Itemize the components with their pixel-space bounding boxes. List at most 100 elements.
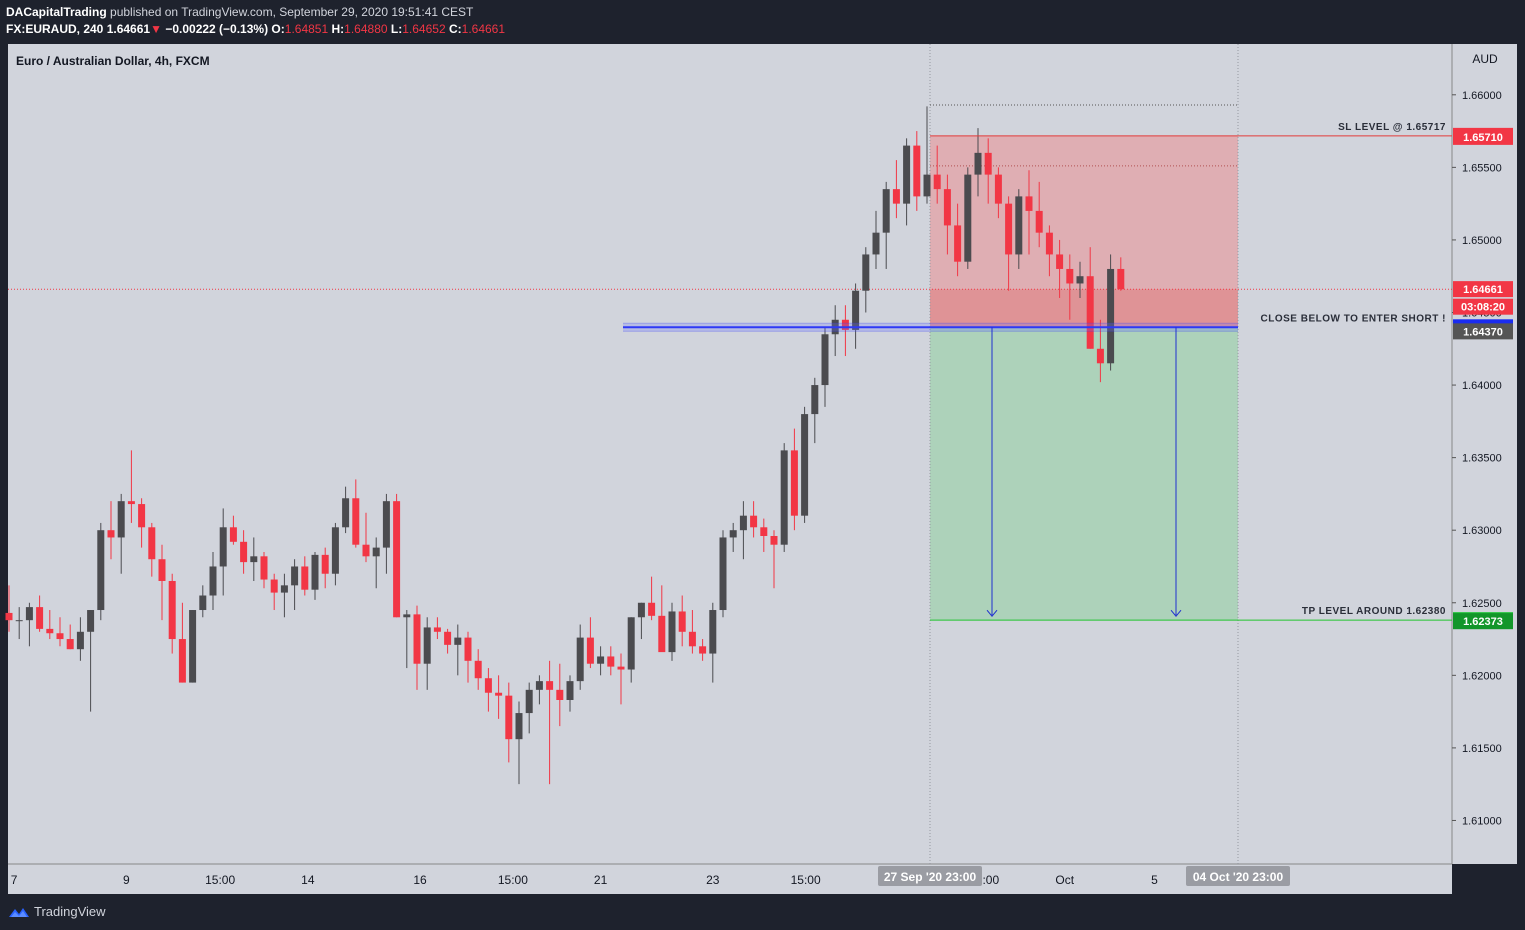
time-highlight-tag[interactable]: 27 Sep '20 23:00 [878, 866, 982, 886]
candle[interactable] [423, 627, 431, 664]
candle[interactable] [250, 556, 258, 563]
candle[interactable] [750, 515, 758, 528]
time-highlight-tag[interactable]: 04 Oct '20 23:00 [1186, 866, 1290, 886]
candle[interactable] [148, 527, 156, 560]
candle[interactable] [648, 602, 656, 616]
candle[interactable] [586, 637, 594, 664]
candle[interactable] [566, 681, 574, 700]
candle[interactable] [617, 666, 625, 670]
candle[interactable] [464, 637, 472, 661]
candle[interactable] [393, 501, 401, 618]
candle[interactable] [291, 566, 299, 586]
candle[interactable] [1025, 196, 1033, 211]
candle[interactable] [780, 450, 788, 545]
candle[interactable] [433, 627, 441, 632]
candle[interactable] [668, 611, 676, 653]
tradingview-logo-icon[interactable] [8, 904, 30, 920]
candle[interactable] [474, 660, 482, 679]
candle[interactable] [576, 637, 584, 682]
candle[interactable] [1076, 276, 1084, 284]
candle[interactable] [709, 610, 717, 654]
candle[interactable] [974, 152, 982, 175]
candle[interactable] [882, 189, 890, 233]
price-tag[interactable]: 1.64370 [1453, 323, 1513, 340]
candle[interactable] [923, 174, 931, 197]
candle[interactable] [597, 656, 605, 664]
candle[interactable] [342, 498, 350, 528]
candle[interactable] [444, 631, 452, 645]
candle[interactable] [46, 628, 54, 634]
take-profit-zone[interactable] [930, 327, 1238, 621]
candle[interactable] [954, 225, 962, 262]
candle[interactable] [546, 681, 554, 690]
candle[interactable] [209, 566, 217, 596]
candle[interactable] [729, 530, 737, 538]
candle[interactable] [240, 541, 248, 563]
price-axis[interactable] [1452, 44, 1517, 864]
candle[interactable] [760, 527, 768, 536]
candle[interactable] [627, 617, 635, 670]
candle[interactable] [852, 290, 860, 330]
candle[interactable] [372, 547, 380, 557]
candle[interactable] [1086, 276, 1094, 349]
candle[interactable] [658, 615, 666, 653]
candle[interactable] [25, 607, 33, 621]
candle[interactable] [984, 152, 992, 175]
candle[interactable] [841, 319, 849, 330]
author-name[interactable]: DACapitalTrading [6, 5, 107, 19]
candle[interactable] [862, 254, 870, 291]
candle[interactable] [56, 633, 64, 640]
candle[interactable] [790, 450, 798, 516]
candle[interactable] [260, 556, 268, 580]
candle[interactable] [943, 189, 951, 226]
candle[interactable] [229, 527, 237, 542]
candle[interactable] [158, 559, 166, 581]
candle[interactable] [321, 554, 329, 574]
candle[interactable] [382, 501, 390, 548]
candle[interactable] [964, 174, 972, 262]
candle[interactable] [1056, 254, 1064, 269]
candle[interactable] [688, 631, 696, 647]
candle[interactable] [270, 579, 278, 593]
tradingview-brand[interactable]: TradingView [34, 904, 106, 919]
candle[interactable] [219, 527, 227, 567]
candle[interactable] [872, 232, 880, 255]
candle[interactable] [535, 681, 543, 690]
candle[interactable] [556, 689, 564, 700]
candle[interactable] [66, 639, 74, 650]
candle[interactable] [699, 646, 707, 654]
candle[interactable] [1117, 268, 1125, 290]
candle[interactable] [1066, 268, 1074, 284]
candle[interactable] [311, 554, 319, 590]
candle[interactable] [138, 504, 146, 528]
candle[interactable] [352, 498, 360, 545]
candle[interactable] [87, 610, 95, 632]
price-tag[interactable]: 1.62373 [1453, 613, 1513, 630]
candle[interactable] [1035, 210, 1043, 233]
candle[interactable] [199, 595, 207, 611]
candle[interactable] [1015, 196, 1023, 255]
candle[interactable] [1096, 348, 1104, 364]
candle[interactable] [495, 692, 503, 696]
candle[interactable] [15, 620, 23, 622]
price-tag[interactable]: 1.64661 [1453, 281, 1513, 298]
candle[interactable] [413, 614, 421, 664]
candle[interactable] [454, 637, 462, 645]
candle[interactable] [76, 631, 84, 650]
candle[interactable] [189, 610, 197, 683]
candle[interactable] [331, 527, 339, 574]
candle[interactable] [994, 174, 1002, 204]
candle[interactable] [178, 639, 186, 683]
price-tag[interactable]: 03:08:20 [1453, 298, 1513, 315]
candle[interactable] [484, 678, 492, 693]
candle[interactable] [892, 189, 900, 204]
candle[interactable] [525, 689, 533, 714]
candle[interactable] [117, 501, 125, 538]
candle[interactable] [719, 537, 727, 611]
price-tag[interactable]: 1.65710 [1453, 128, 1513, 145]
candle[interactable] [1107, 268, 1115, 364]
candle[interactable] [678, 611, 686, 632]
candle[interactable] [168, 580, 176, 640]
candle[interactable] [5, 612, 13, 621]
